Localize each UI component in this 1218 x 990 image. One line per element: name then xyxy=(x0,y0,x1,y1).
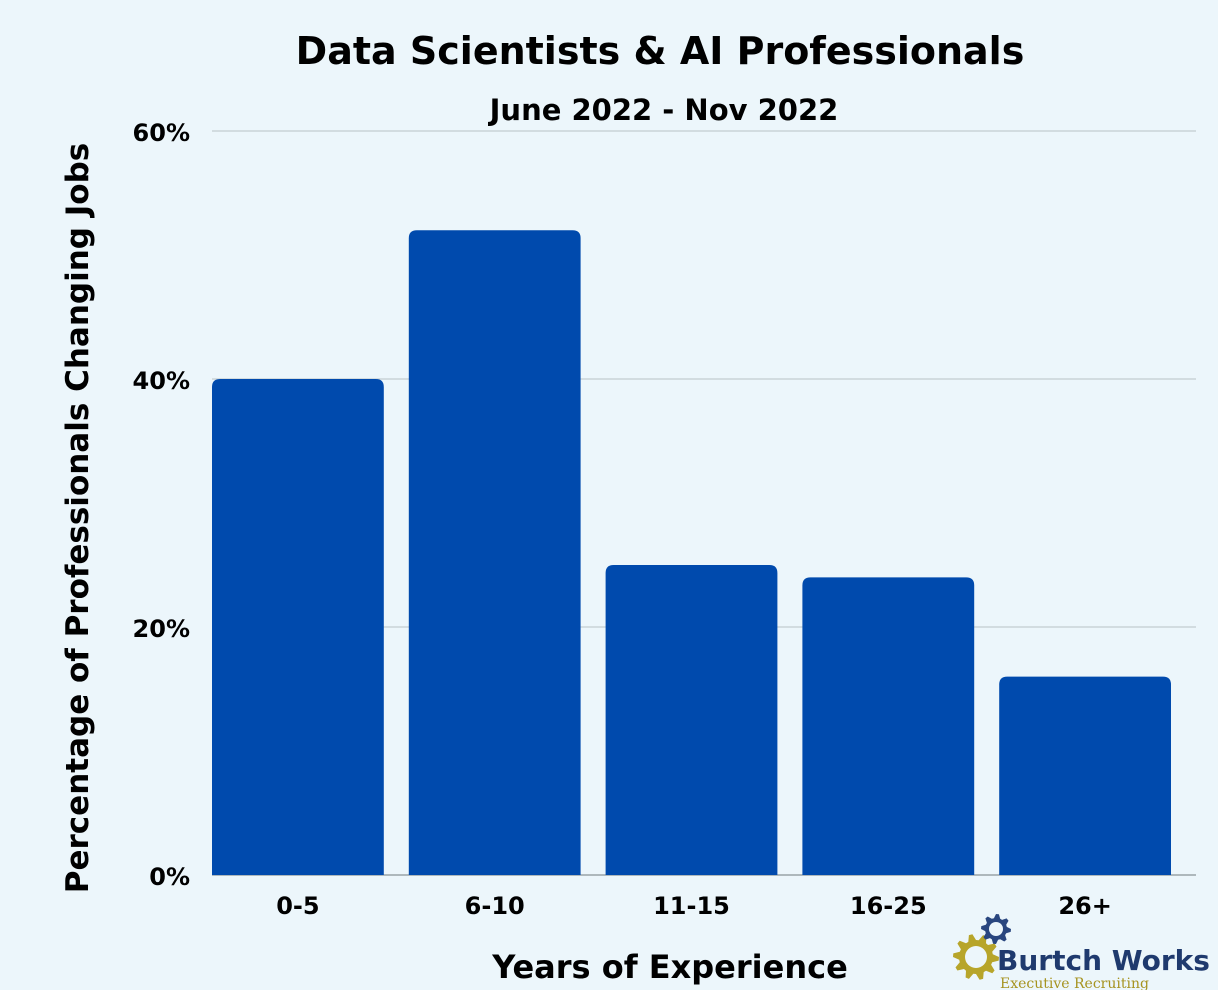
gear-hole xyxy=(989,922,1003,936)
y-tick-label: 20% xyxy=(133,615,190,643)
chart-title: Data Scientists & AI Professionals xyxy=(296,29,1025,73)
small-gear-icon xyxy=(981,914,1011,944)
logo-name: Burtch Works xyxy=(997,944,1210,977)
x-axis-label: Years of Experience xyxy=(491,948,848,986)
x-tick-label: 11-15 xyxy=(653,892,730,920)
large-gear-icon xyxy=(953,934,999,980)
y-axis-label: Percentage of Professionals Changing Job… xyxy=(60,143,96,893)
y-tick-label: 0% xyxy=(149,863,190,891)
x-tick-label: 6-10 xyxy=(465,892,525,920)
x-tick-label: 26+ xyxy=(1058,892,1112,920)
y-tick-label: 60% xyxy=(133,119,190,147)
bar-11-15 xyxy=(605,565,778,875)
y-tick-label: 40% xyxy=(133,367,190,395)
bar-16-25 xyxy=(802,577,975,875)
x-axis-ticks: 0-5 6-10 11-15 16-25 26+ xyxy=(276,892,1112,920)
gear-hole xyxy=(965,946,987,968)
bars xyxy=(212,230,1171,875)
y-axis-ticks: 0% 20% 40% 60% xyxy=(133,119,190,891)
chart-subtitle: June 2022 - Nov 2022 xyxy=(488,93,839,127)
x-tick-label: 16-25 xyxy=(850,892,927,920)
logo-tagline: Executive Recruiting xyxy=(1000,976,1149,990)
bar-26+ xyxy=(999,676,1171,875)
bar-6-10 xyxy=(408,230,581,875)
bar-0-5 xyxy=(212,379,384,875)
burtch-works-logo: Burtch Works Executive Recruiting xyxy=(953,914,1210,990)
x-tick-label: 0-5 xyxy=(276,892,319,920)
